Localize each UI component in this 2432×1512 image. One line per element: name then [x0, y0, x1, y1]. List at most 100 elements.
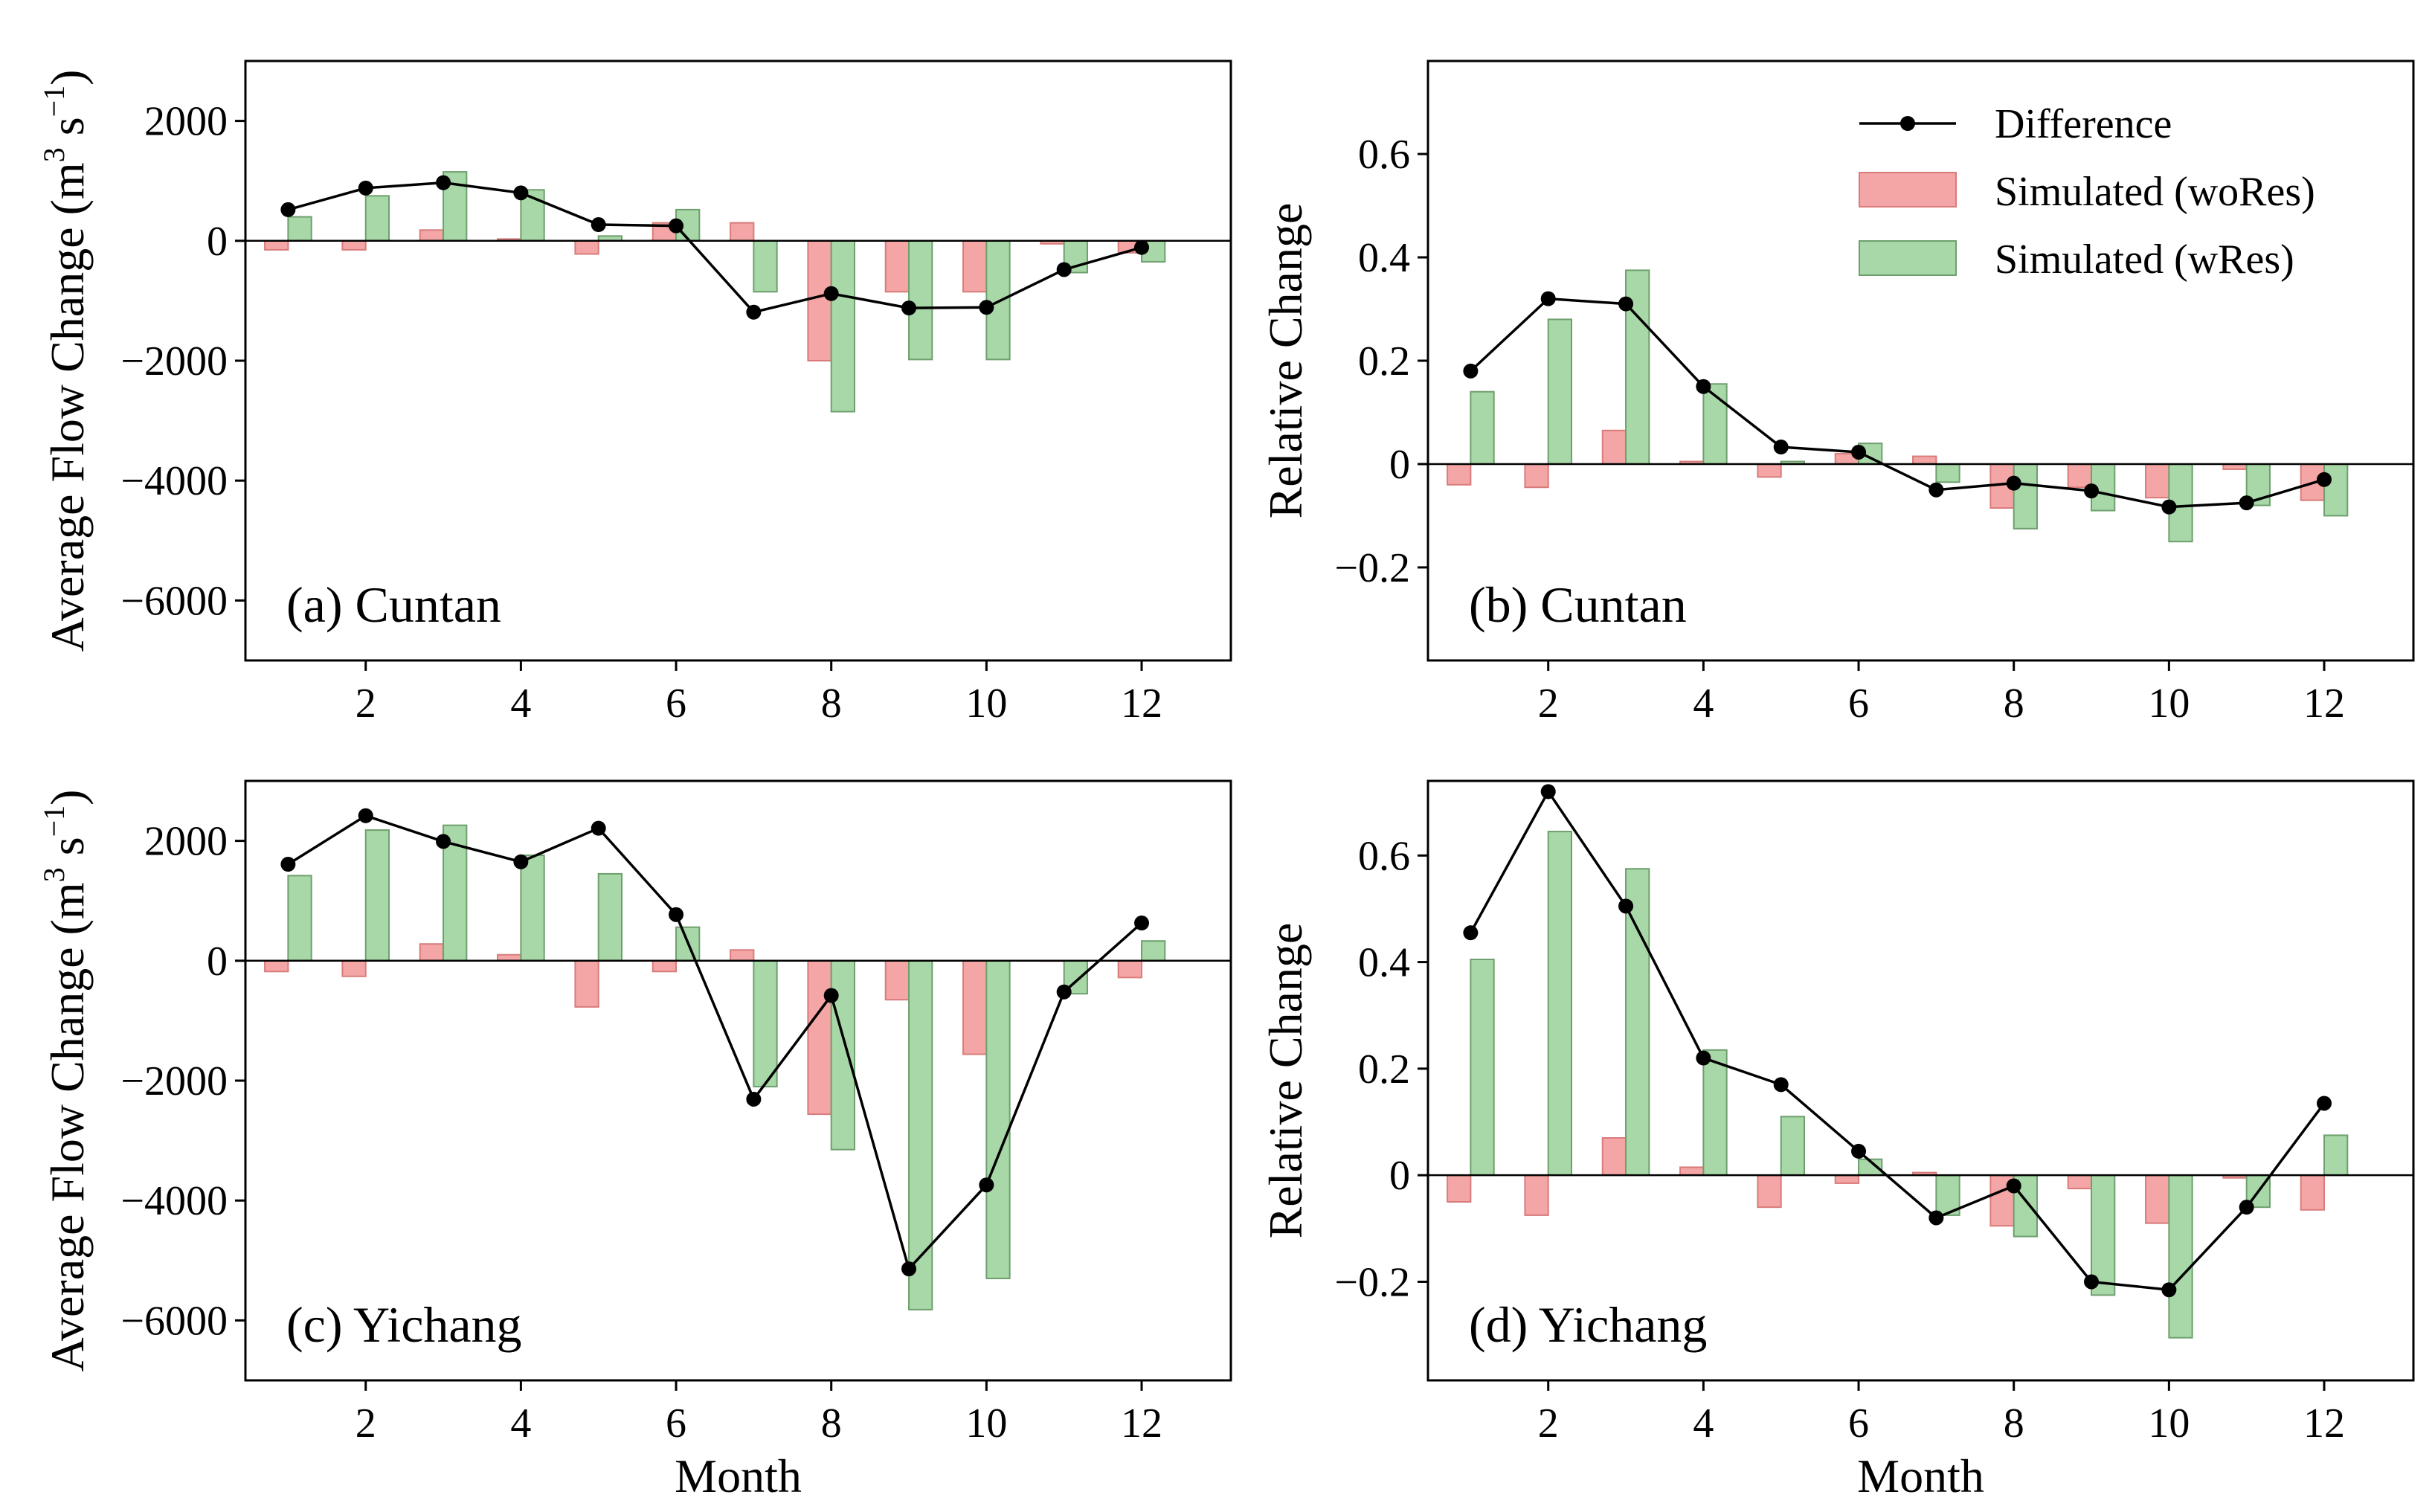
bar-wres-b-1	[1470, 390, 1495, 465]
y-tick-label-b-2: 0.2	[1358, 338, 1410, 385]
bar-wores-a-3	[419, 229, 445, 242]
difference-line-b	[1470, 297, 2325, 509]
bar-wres-c-11	[1063, 959, 1088, 995]
bar-wres-c-4	[520, 854, 545, 962]
bar-wores-d-4	[1679, 1166, 1705, 1177]
bar-wores-b-1	[1447, 463, 1472, 486]
bar-wores-b-3	[1601, 429, 1627, 465]
plot-frame-b	[1426, 59, 2415, 662]
difference-point-b-7	[1928, 482, 1944, 498]
x-tick-label-d-3: 8	[2004, 1400, 2024, 1447]
difference-point-d-9	[2084, 1274, 2100, 1290]
difference-point-d-1	[1463, 925, 1479, 941]
plot-frame-d	[1426, 779, 2415, 1382]
bar-wores-a-10	[962, 239, 988, 293]
bar-wores-b-10	[2145, 463, 2170, 499]
x-axis-label-c: Month	[675, 1450, 802, 1502]
y-tick-label-c-4: −6000	[120, 1298, 228, 1344]
bar-wores-a-9	[884, 239, 910, 293]
difference-point-b-2	[1540, 291, 1556, 306]
bar-wores-c-5	[574, 959, 599, 1008]
y-tick-label-a-4: −6000	[120, 578, 228, 624]
difference-point-c-9	[901, 1261, 917, 1277]
y-tick-label-d-2: 0.2	[1358, 1046, 1410, 1093]
bar-wres-a-2	[364, 195, 390, 242]
difference-point-c-12	[1134, 916, 1150, 931]
y-axis-label-text: Average Flow Change (m	[41, 162, 94, 652]
y-tick-label-b-0: 0.6	[1358, 132, 1410, 178]
bar-wores-a-8	[807, 239, 832, 361]
legend: Difference Simulated (woRes) Simulated (wR…	[1859, 101, 2315, 283]
bar-wores-b-2	[1524, 463, 1549, 489]
panel-label-b: (b) Cuntan	[1469, 576, 1687, 633]
difference-point-d-12	[2317, 1096, 2332, 1111]
panel-label-d: (d) Yichang	[1469, 1296, 1707, 1353]
x-tick-label-c-0: 2	[356, 1400, 376, 1447]
difference-point-c-8	[823, 988, 839, 1003]
bar-wores-b-7	[1912, 455, 1937, 465]
difference-point-a-9	[901, 300, 917, 316]
y-tick-label-c-2: −2000	[120, 1058, 228, 1104]
y-axis-label-c: Average Flow Change (m3 s−1)	[37, 790, 94, 1372]
difference-point-d-4	[1696, 1050, 1711, 1066]
bar-wores-a-5	[574, 239, 599, 255]
difference-point-c-1	[280, 857, 296, 872]
legend-difference-marker	[1900, 116, 1915, 131]
y-tick-label-a-0: 2000	[144, 99, 228, 145]
difference-point-b-11	[2239, 495, 2254, 511]
bar-wres-b-7	[1935, 463, 1960, 483]
difference-line-a	[287, 181, 1142, 314]
bar-wores-a-2	[341, 239, 367, 251]
difference-point-c-4	[513, 854, 529, 869]
bar-wores-c-6	[652, 959, 678, 973]
y-tick-label-b-1: 0.4	[1358, 235, 1410, 281]
x-tick-label-a-0: 2	[356, 681, 376, 727]
x-tick-label-d-5: 12	[2303, 1400, 2345, 1447]
y-tick-label-a-3: −4000	[120, 458, 228, 504]
x-tick-label-d-2: 6	[1848, 1400, 1869, 1447]
bar-wres-a-10	[985, 239, 1011, 361]
bar-wres-d-5	[1780, 1116, 1806, 1177]
bar-wres-c-5	[597, 872, 623, 962]
x-tick-label-d-0: 2	[1538, 1400, 1559, 1447]
bar-wres-d-1	[1470, 959, 1495, 1177]
difference-point-d-2	[1540, 784, 1556, 800]
bar-wres-d-2	[1547, 831, 1573, 1177]
bar-wres-a-8	[830, 239, 855, 413]
bar-wres-d-12	[2323, 1134, 2349, 1177]
difference-point-a-11	[1056, 262, 1072, 277]
x-tick-label-b-0: 2	[1538, 681, 1559, 727]
panel-c: 2000 0 −2000 −4000 −6000 2 4 6 8 10 12 Month (c) Yic…	[37, 779, 1232, 1502]
x-tick-label-c-3: 8	[821, 1400, 842, 1447]
difference-point-b-10	[2161, 499, 2177, 515]
bar-wres-d-4	[1702, 1049, 1728, 1177]
difference-point-a-4	[513, 185, 529, 201]
x-tick-label-b-4: 10	[2148, 681, 2190, 727]
bar-wres-d-9	[2091, 1174, 2116, 1296]
bar-wres-c-12	[1141, 940, 1166, 962]
y-axis-label-text: s	[41, 117, 94, 147]
legend-difference-label: Difference	[1995, 101, 2172, 147]
bar-wores-d-12	[2300, 1174, 2326, 1211]
difference-point-a-6	[669, 218, 684, 234]
bar-wres-c-1	[287, 875, 312, 962]
x-axis-label-d: Month	[1857, 1450, 1984, 1502]
legend-wres-label: Simulated (wRes)	[1995, 237, 2294, 283]
y-tick-label-d-3: 0	[1389, 1153, 1410, 1199]
x-tick-label-c-4: 10	[965, 1400, 1007, 1447]
difference-point-d-6	[1851, 1143, 1867, 1159]
difference-point-b-4	[1696, 379, 1711, 394]
bar-wores-d-3	[1601, 1137, 1627, 1177]
difference-point-d-5	[1773, 1077, 1789, 1093]
difference-line-d	[1469, 788, 2326, 1292]
difference-line-c	[287, 814, 1143, 1272]
y-axis-label-sup: −1	[37, 86, 71, 118]
bar-wres-a-9	[908, 239, 933, 361]
y-tick-label-c-3: −4000	[120, 1178, 228, 1224]
bar-wres-d-10	[2168, 1174, 2193, 1339]
difference-point-a-12	[1134, 239, 1150, 255]
bar-wres-c-2	[364, 829, 390, 962]
x-tick-label-b-1: 4	[1693, 681, 1714, 727]
y-axis-label-sup: −1	[37, 805, 71, 837]
